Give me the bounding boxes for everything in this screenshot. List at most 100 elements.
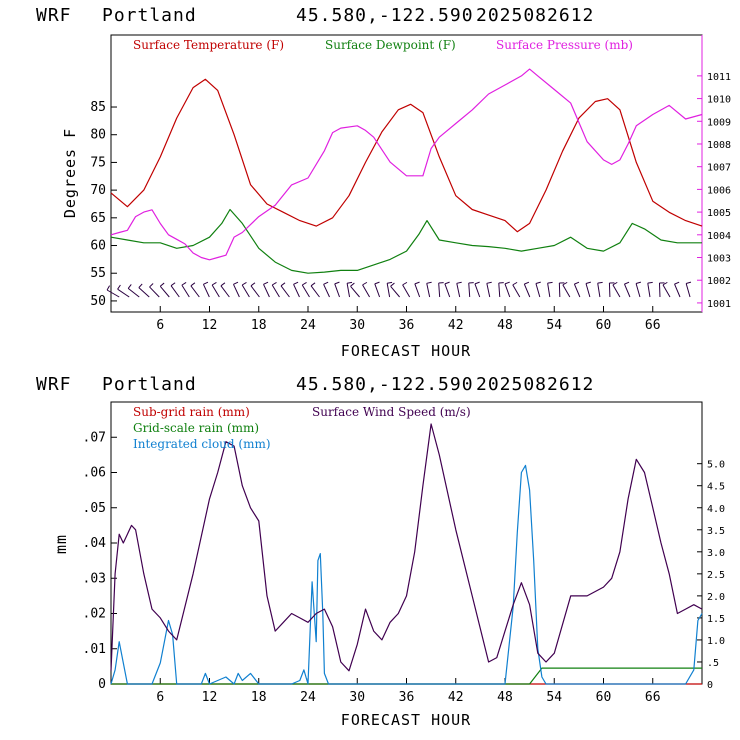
grid-scale-rain-line <box>111 667 702 685</box>
legend-grid-scale-rain: Grid-scale rain (mm) <box>133 421 259 435</box>
wind-barb-flag <box>456 281 462 284</box>
x-tick-label: 60 <box>596 690 612 705</box>
wind-barb <box>386 283 391 298</box>
y-tick-label: .05 <box>83 501 106 516</box>
legend-sub-grid-rain: Sub-grid rain (mm) <box>133 405 250 419</box>
wind-barb <box>597 283 601 298</box>
wind-barb-flag <box>647 281 653 284</box>
panel1-header-run: 2025082612 <box>476 5 594 26</box>
wind-barb <box>612 284 621 298</box>
wind-barb-flag <box>426 281 432 284</box>
wind-barb-flag <box>686 281 692 285</box>
y2-tick-label: 0 <box>707 680 713 691</box>
wind-barb <box>310 285 320 298</box>
wind-barb-flag <box>263 281 269 285</box>
wind-barb <box>106 289 120 298</box>
wind-barb <box>523 283 531 298</box>
wind-barb-flag <box>574 281 580 285</box>
y2-tick-label: 4.5 <box>707 482 725 493</box>
legend-surface-temperature: Surface Temperature (F) <box>133 38 284 52</box>
surface-temperature-line <box>110 78 703 233</box>
integrated-cloud-line <box>110 464 703 685</box>
panel2-x-axis-label: FORECAST HOUR <box>341 711 471 729</box>
wind-barb-flag <box>624 281 630 285</box>
wind-barb-flag <box>220 282 226 287</box>
wind-barb <box>334 283 340 298</box>
wind-barb-flag <box>597 281 603 284</box>
y-tick-label: 0 <box>98 677 106 692</box>
wind-barb <box>211 284 220 298</box>
x-tick-label: 60 <box>596 318 612 333</box>
wind-barb-flag <box>138 283 143 288</box>
wind-barb <box>444 283 451 298</box>
wind-barb <box>562 284 571 298</box>
wind-barb-flag <box>181 282 187 286</box>
x-tick-label: 36 <box>399 690 415 705</box>
y-tick-label: .02 <box>83 607 106 622</box>
wind-barb-flag <box>512 281 518 286</box>
wind-barb-flag <box>203 281 209 285</box>
y-tick-label: 50 <box>90 294 106 309</box>
x-tick-label: 66 <box>645 690 661 705</box>
y2-tick-label: 2.5 <box>707 570 725 581</box>
y-tick-label: 60 <box>90 239 106 254</box>
wind-barb <box>486 283 491 298</box>
wind-barb-flag <box>612 281 618 286</box>
wind-barb-flag <box>362 281 368 286</box>
wind-barb <box>127 287 140 298</box>
wind-barb <box>293 284 300 298</box>
y2-tick-label: 1005 <box>707 208 731 219</box>
y2-tick-label: 1004 <box>707 231 731 242</box>
y2-tick-label: 4.0 <box>707 504 725 515</box>
wind-barb <box>271 284 280 298</box>
panel2-header-coords: 45.580,-122.590 <box>296 374 474 395</box>
panel1-y-axis-label: Degrees F <box>61 128 79 218</box>
wind-barb <box>263 284 270 298</box>
wind-barb <box>280 285 290 298</box>
y2-tick-label: 1.5 <box>707 614 725 625</box>
wind-barb-flag <box>190 282 196 287</box>
wind-barb-flag <box>662 281 668 286</box>
y2-tick-label: 1009 <box>707 117 731 128</box>
wind-barb-flag <box>674 281 680 285</box>
x-tick-label: 12 <box>202 690 218 705</box>
wind-barb-flag <box>350 282 355 287</box>
wind-barb <box>233 284 240 298</box>
panel1-frame <box>110 34 703 313</box>
wind-barb <box>374 283 381 298</box>
y-tick-label: 65 <box>90 211 106 226</box>
panel2-y-axis-label: mm <box>52 534 70 554</box>
legend-surface-pressure: Surface Pressure (mb) <box>496 38 633 52</box>
wind-barb-flag <box>149 283 154 288</box>
wind-barb-flag <box>117 284 121 290</box>
wind-barb <box>624 283 631 298</box>
y-tick-label: 85 <box>90 100 106 115</box>
wind-barb <box>202 284 210 298</box>
wind-barb-flag <box>347 281 353 284</box>
wind-barb-flag <box>106 285 111 291</box>
wind-barb-flag <box>233 281 239 285</box>
panel1-y2-ticks: 1001 1002 1003 1004 1005 1006 1007 1008 1009 1010… <box>697 72 731 310</box>
y-tick-label: 75 <box>90 155 106 170</box>
wind-barb <box>241 284 250 298</box>
y2-tick-label: 1001 <box>707 299 731 310</box>
x-tick-label: 24 <box>300 318 316 333</box>
wind-barb-flag <box>635 281 642 285</box>
x-tick-label: 12 <box>202 318 218 333</box>
x-tick-label: 30 <box>349 690 365 705</box>
y2-tick-label: 1006 <box>707 185 731 196</box>
y-tick-label: .04 <box>83 536 107 551</box>
wind-barb <box>647 283 651 298</box>
legend-surface-wind-speed: Surface Wind Speed (m/s) <box>312 405 471 419</box>
y-tick-label: .06 <box>83 466 106 481</box>
wind-barb <box>512 284 521 298</box>
wind-barb-flag <box>241 281 247 286</box>
wind-barb-flag <box>302 281 307 286</box>
legend-integrated-cloud: Integrated cloud (mm) <box>133 437 271 451</box>
y-tick-label: 80 <box>90 128 106 143</box>
y2-tick-label: .5 <box>707 658 719 669</box>
wind-barbs <box>106 281 692 298</box>
y-tick-label: .07 <box>83 430 106 445</box>
wind-barb-flag <box>547 281 553 284</box>
y2-tick-label: 1011 <box>707 72 731 83</box>
